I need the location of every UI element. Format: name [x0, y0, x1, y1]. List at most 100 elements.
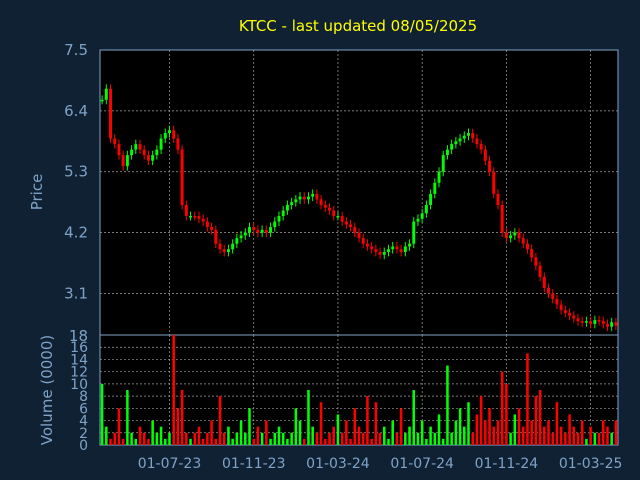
volume-bar — [206, 432, 209, 445]
volume-bar — [446, 365, 449, 445]
volume-bar — [189, 438, 192, 445]
volume-tick-label: 10 — [70, 377, 88, 393]
candle-body — [197, 216, 201, 219]
volume-bar — [543, 426, 546, 445]
candle-body — [547, 287, 550, 294]
volume-bar — [467, 402, 470, 445]
candle-body — [530, 249, 534, 258]
volume-bar — [324, 438, 327, 445]
volume-bar — [126, 390, 129, 445]
volume-tick-label: 0 — [79, 438, 88, 454]
candle-body — [576, 318, 580, 322]
candle-body — [479, 144, 483, 150]
volume-bar — [134, 438, 138, 445]
volume-bar — [395, 432, 399, 445]
candle-body — [184, 204, 188, 217]
candle-body — [555, 299, 559, 305]
volume-bar — [399, 408, 403, 445]
price-tick-label: 18 — [69, 327, 88, 345]
candle-body — [121, 155, 125, 167]
volume-bar — [361, 432, 365, 445]
volume-bar — [576, 432, 580, 445]
volume-bar — [416, 432, 420, 445]
volume-bar — [391, 420, 394, 445]
candle-body — [361, 238, 365, 244]
volume-bar — [269, 438, 272, 445]
price-tick-label: 7.5 — [64, 41, 88, 59]
candle-body — [180, 149, 184, 205]
volume-bar — [521, 426, 525, 445]
volume-bar — [151, 420, 154, 445]
candle-body — [513, 232, 517, 236]
candle-body — [521, 238, 525, 244]
candle-body — [256, 229, 260, 233]
candle-body — [151, 155, 155, 161]
candle-body — [357, 232, 361, 239]
price-tick-label: 3.1 — [64, 284, 88, 302]
candle-body — [323, 204, 327, 208]
candle-body — [437, 171, 441, 183]
candle-body — [104, 88, 108, 100]
candle-body — [311, 193, 315, 197]
volume-bar — [273, 432, 277, 445]
volume-bar — [113, 432, 117, 445]
candle-body — [563, 310, 567, 313]
date-tick-label: 01-03-25 — [559, 456, 623, 472]
candle-body — [222, 249, 226, 252]
volume-bar — [538, 390, 542, 445]
volume-bar — [345, 420, 348, 445]
candle-body — [488, 160, 492, 172]
volume-bar — [328, 432, 331, 445]
volume-bar — [383, 426, 386, 445]
candle-body — [328, 207, 331, 211]
volume-bar — [130, 432, 133, 445]
candle-body — [462, 135, 466, 139]
volume-bar — [585, 438, 588, 445]
candle-body — [201, 218, 205, 222]
price-tick-labels: 7.5 6.4 5.3 4.2 3.1 18 — [64, 41, 88, 345]
volume-bar — [555, 402, 559, 445]
candle-body — [260, 229, 264, 233]
volume-bar — [488, 408, 491, 445]
date-tick-label: 01-07-24 — [390, 456, 454, 472]
candle-body — [483, 149, 487, 161]
volume-bar — [319, 402, 323, 445]
volume-bar — [492, 426, 496, 445]
candle-body — [281, 210, 285, 217]
price-gridlines — [100, 50, 618, 335]
candle-body — [395, 246, 399, 250]
volume-bar — [433, 432, 437, 445]
candle-body — [420, 213, 424, 219]
volume-bar — [201, 438, 205, 445]
candle-body — [580, 321, 584, 323]
volume-tick-label: 14 — [70, 352, 88, 368]
candle-body — [424, 204, 428, 214]
volume-bar — [420, 420, 424, 445]
date-tick-label: 01-07-23 — [138, 456, 202, 472]
volume-bar — [100, 383, 104, 445]
candle-body — [475, 138, 479, 145]
volume-tick-label: 4 — [79, 414, 88, 430]
candle-body — [534, 257, 538, 266]
volume-bar — [311, 426, 314, 445]
price-axis-label: Price — [28, 174, 46, 211]
candle-body — [584, 321, 588, 323]
candle-body — [231, 243, 235, 250]
volume-bar — [357, 426, 361, 445]
candle-body — [306, 196, 310, 200]
candle-body — [349, 224, 353, 228]
price-tick-label: 4.2 — [64, 224, 88, 242]
date-tick-label: 01-11-23 — [222, 456, 286, 472]
volume-bar — [222, 432, 226, 445]
candle-body — [146, 155, 150, 161]
price-panel — [99, 49, 619, 336]
volume-bar — [437, 414, 441, 445]
volume-bar — [214, 438, 218, 445]
volume-bar — [315, 432, 319, 445]
candle-body — [597, 320, 601, 322]
candle-body — [344, 221, 348, 225]
candle-body — [416, 218, 420, 222]
candle-body — [210, 227, 214, 230]
candle-body — [572, 315, 576, 319]
